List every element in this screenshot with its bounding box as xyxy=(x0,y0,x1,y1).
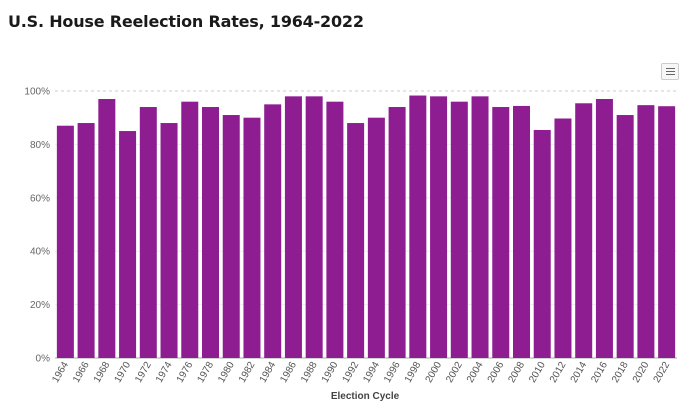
bar-2016[interactable] xyxy=(595,99,613,358)
x-tick-label: 1968 xyxy=(92,360,113,385)
bar-1992[interactable] xyxy=(347,123,365,358)
x-tick-label: 2020 xyxy=(631,360,652,385)
y-tick-label: 100% xyxy=(24,87,50,98)
bar-2000[interactable] xyxy=(430,96,448,358)
x-tick-label: 1972 xyxy=(133,360,154,385)
bar-2018[interactable] xyxy=(616,115,634,358)
x-tick-label: 1994 xyxy=(361,360,382,385)
bar-2014[interactable] xyxy=(575,103,593,358)
menu-icon-line xyxy=(666,71,675,72)
bar-1990[interactable] xyxy=(326,101,344,359)
x-tick-label: 1980 xyxy=(216,360,237,385)
x-tick-label: 1998 xyxy=(403,360,424,385)
x-tick-label: 1974 xyxy=(154,360,175,385)
x-tick-label: 1984 xyxy=(258,360,279,385)
x-tick-label: 2008 xyxy=(506,360,527,385)
bar-1970[interactable] xyxy=(119,131,137,358)
chart-menu-button[interactable] xyxy=(661,63,679,80)
x-tick-label: 1988 xyxy=(299,360,320,385)
bar-1968[interactable] xyxy=(98,99,116,358)
x-tick-label: 1970 xyxy=(113,360,134,385)
menu-icon-line xyxy=(666,68,675,69)
bar-1994[interactable] xyxy=(367,117,385,358)
x-tick-label: 2000 xyxy=(424,360,445,385)
bar-1978[interactable] xyxy=(202,107,219,359)
bar-2006[interactable] xyxy=(492,107,510,359)
bar-1980[interactable] xyxy=(222,115,240,358)
x-tick-label: 2002 xyxy=(444,360,465,385)
x-tick-label: 2014 xyxy=(569,360,590,385)
x-tick-label: 2016 xyxy=(589,360,610,385)
bar-1972[interactable] xyxy=(139,107,157,359)
bar-1996[interactable] xyxy=(388,107,406,359)
bar-1988[interactable] xyxy=(305,96,323,358)
chart-title: U.S. House Reelection Rates, 1964-2022 xyxy=(8,12,364,31)
x-tick-label: 2006 xyxy=(486,360,507,385)
x-tick-label: 2004 xyxy=(465,360,486,385)
x-axis-title: Election Cycle xyxy=(331,391,400,402)
bar-1964[interactable] xyxy=(56,125,74,359)
y-tick-label: 0% xyxy=(36,354,51,365)
x-tick-label: 1978 xyxy=(195,360,216,385)
bar-2008[interactable] xyxy=(513,105,530,358)
bar-1984[interactable] xyxy=(264,104,282,358)
x-tick-label: 1976 xyxy=(175,360,196,385)
bar-2020[interactable] xyxy=(637,105,655,359)
bar-2022[interactable] xyxy=(658,106,676,358)
x-tick-label: 1982 xyxy=(237,360,258,385)
bar-1976[interactable] xyxy=(181,101,199,359)
x-tick-label: 1992 xyxy=(341,360,362,385)
y-tick-label: 60% xyxy=(30,193,50,204)
x-tick-label: 1990 xyxy=(320,360,341,385)
bar-2004[interactable] xyxy=(471,96,489,358)
bar-1982[interactable] xyxy=(243,117,261,358)
x-tick-label: 2012 xyxy=(548,360,569,385)
x-tick-label: 1966 xyxy=(71,360,92,385)
bar-2002[interactable] xyxy=(450,101,468,359)
x-tick-label: 1964 xyxy=(50,360,71,385)
bar-1986[interactable] xyxy=(284,96,302,358)
x-tick-label: 1996 xyxy=(382,360,403,385)
bar-1998[interactable] xyxy=(409,95,427,358)
y-tick-label: 20% xyxy=(30,300,50,311)
bar-2010[interactable] xyxy=(533,129,551,358)
x-tick-label: 2022 xyxy=(652,360,673,385)
bar-1966[interactable] xyxy=(77,123,95,358)
x-tick-label: 2010 xyxy=(527,360,548,385)
x-tick-label: 1986 xyxy=(278,360,299,385)
y-tick-label: 40% xyxy=(30,247,50,258)
y-tick-label: 80% xyxy=(30,140,50,151)
menu-icon-line xyxy=(666,74,675,75)
bar-1974[interactable] xyxy=(160,123,178,358)
bar-2012[interactable] xyxy=(554,118,572,359)
x-tick-label: 2018 xyxy=(610,360,631,385)
